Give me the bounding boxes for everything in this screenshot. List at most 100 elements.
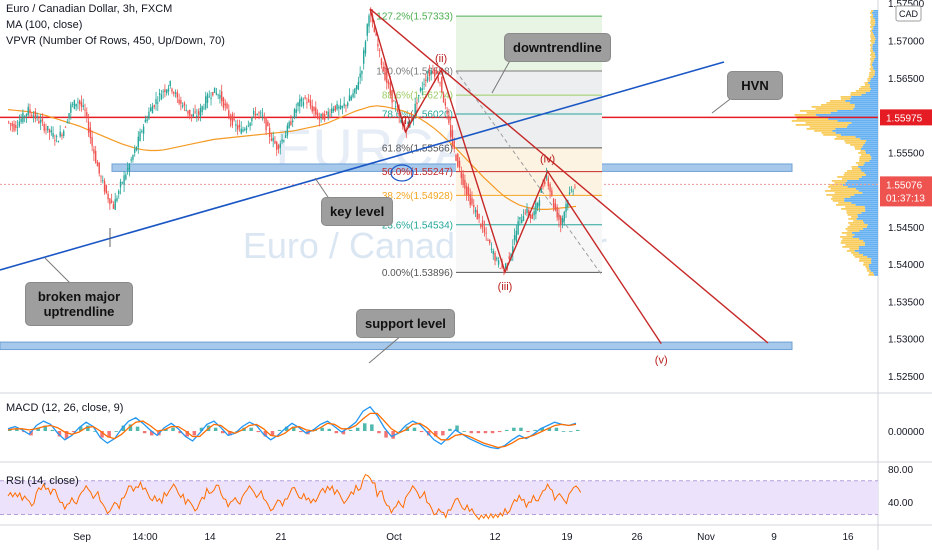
vpvr-bar-down bbox=[837, 110, 878, 112]
vpvr-bar-down bbox=[847, 126, 878, 128]
ma-100-line bbox=[7, 105, 577, 210]
candle-body bbox=[167, 88, 170, 92]
vpvr-bar-up bbox=[855, 162, 865, 164]
candle-body bbox=[268, 127, 271, 137]
vpvr-bar-down bbox=[873, 28, 878, 30]
candle-body bbox=[558, 214, 560, 220]
vpvr-bar-up bbox=[841, 240, 864, 242]
candle-body bbox=[63, 130, 65, 136]
vpvr-bar-down bbox=[874, 52, 878, 54]
vpvr-bar-up bbox=[870, 30, 873, 32]
vpvr-bar-down bbox=[866, 140, 878, 142]
vpvr-bar-down bbox=[828, 118, 878, 120]
candle-body bbox=[258, 112, 260, 114]
fib-level-label: 23.6%(1.54534) bbox=[382, 220, 453, 231]
candle-body bbox=[73, 100, 76, 109]
vpvr-bar-up bbox=[832, 196, 851, 198]
candle-body bbox=[116, 197, 118, 201]
macd-histogram-bar bbox=[355, 427, 360, 431]
candle-body bbox=[297, 102, 299, 106]
vpvr-bar-up bbox=[821, 132, 836, 134]
vpvr-bar-up bbox=[850, 94, 862, 96]
vpvr-bar-up bbox=[806, 112, 831, 114]
candle-body bbox=[57, 141, 60, 143]
candle-body bbox=[331, 108, 333, 113]
candle-body bbox=[32, 116, 35, 118]
vpvr-bar-down bbox=[860, 148, 878, 150]
candle-body bbox=[386, 71, 388, 83]
candle-body bbox=[519, 217, 521, 220]
vpvr-bar-up bbox=[845, 228, 864, 230]
candle-body bbox=[199, 108, 202, 117]
vpvr-bar-up bbox=[832, 200, 845, 202]
support-zone bbox=[0, 341, 793, 351]
candle-body bbox=[208, 96, 210, 98]
macd-histogram-bar bbox=[526, 431, 530, 433]
vpvr-bar-up bbox=[850, 92, 866, 94]
candle-body bbox=[119, 181, 122, 188]
candle-body bbox=[439, 82, 441, 84]
candle-body bbox=[180, 100, 182, 104]
candle-body bbox=[130, 159, 132, 161]
wave-label-iii: (iii) bbox=[498, 281, 513, 293]
vpvr-bar-up bbox=[870, 24, 875, 26]
macd-histogram-bar bbox=[100, 431, 104, 438]
candle-body bbox=[54, 139, 56, 141]
candle-body bbox=[178, 99, 180, 104]
candle-body bbox=[480, 224, 482, 228]
price-axis-tick: 1.54000 bbox=[888, 260, 925, 271]
vpvr-bar-up bbox=[871, 42, 875, 44]
candle-body bbox=[102, 180, 104, 181]
macd-histogram-bar bbox=[142, 431, 147, 434]
candle-body bbox=[508, 256, 510, 259]
vpvr-bar-down bbox=[868, 82, 878, 84]
macd-histogram-bar bbox=[441, 431, 445, 436]
vpvr-bar-down bbox=[845, 182, 878, 184]
vpvr-bar-up bbox=[870, 34, 874, 36]
vpvr-bar-up bbox=[795, 124, 849, 126]
vpvr-bar-down bbox=[854, 250, 878, 252]
candle-body bbox=[284, 135, 287, 139]
candle-body bbox=[174, 92, 177, 94]
candle-body bbox=[80, 102, 83, 107]
candle-body bbox=[483, 227, 486, 233]
vpvr-bar-down bbox=[867, 256, 878, 258]
vpvr-bar-down bbox=[875, 22, 878, 24]
vpvr-bar-down bbox=[858, 190, 878, 192]
vpvr-bar-up bbox=[870, 44, 873, 46]
macd-histogram-bar bbox=[341, 431, 346, 435]
vpvr-bar-down bbox=[863, 144, 878, 146]
time-axis-tick: 19 bbox=[561, 532, 573, 543]
vpvr-bar-up bbox=[870, 64, 873, 66]
vpvr-bar-up bbox=[868, 76, 874, 78]
candle-body bbox=[11, 123, 13, 127]
last-price-tag bbox=[880, 176, 932, 207]
candle-body bbox=[451, 130, 454, 145]
macd-histogram-bar bbox=[469, 431, 473, 434]
candle-body bbox=[375, 32, 377, 36]
macd-line bbox=[7, 405, 577, 450]
vpvr-bar-up bbox=[794, 114, 816, 116]
candle-body bbox=[139, 131, 141, 141]
vpvr-bar-down bbox=[870, 80, 878, 82]
candle-body bbox=[256, 113, 258, 115]
candle-body bbox=[442, 93, 445, 103]
vpvr-bar-down bbox=[848, 124, 878, 126]
vpvr-bar-up bbox=[847, 214, 858, 216]
macd-histogram-bar bbox=[320, 427, 324, 431]
vpvr-bar-down bbox=[875, 20, 878, 22]
price-axis-tick: 1.53000 bbox=[888, 335, 925, 346]
vpvr-bar-up bbox=[834, 182, 846, 184]
macd-title: MACD (12, 26, close, 9) bbox=[6, 402, 123, 414]
macd-histogram-bar bbox=[561, 431, 566, 432]
price-axis-tick: 1.57000 bbox=[888, 36, 925, 47]
vpvr-bar-down bbox=[859, 238, 878, 240]
hvn-price-label: 1.55975 bbox=[886, 113, 923, 124]
macd-histogram-bar bbox=[121, 425, 126, 431]
candle-body bbox=[465, 186, 468, 195]
candle-body bbox=[254, 113, 257, 116]
vpvr-bar-down bbox=[845, 100, 878, 102]
fib-level-label: 0.00%(1.53896) bbox=[382, 268, 453, 279]
